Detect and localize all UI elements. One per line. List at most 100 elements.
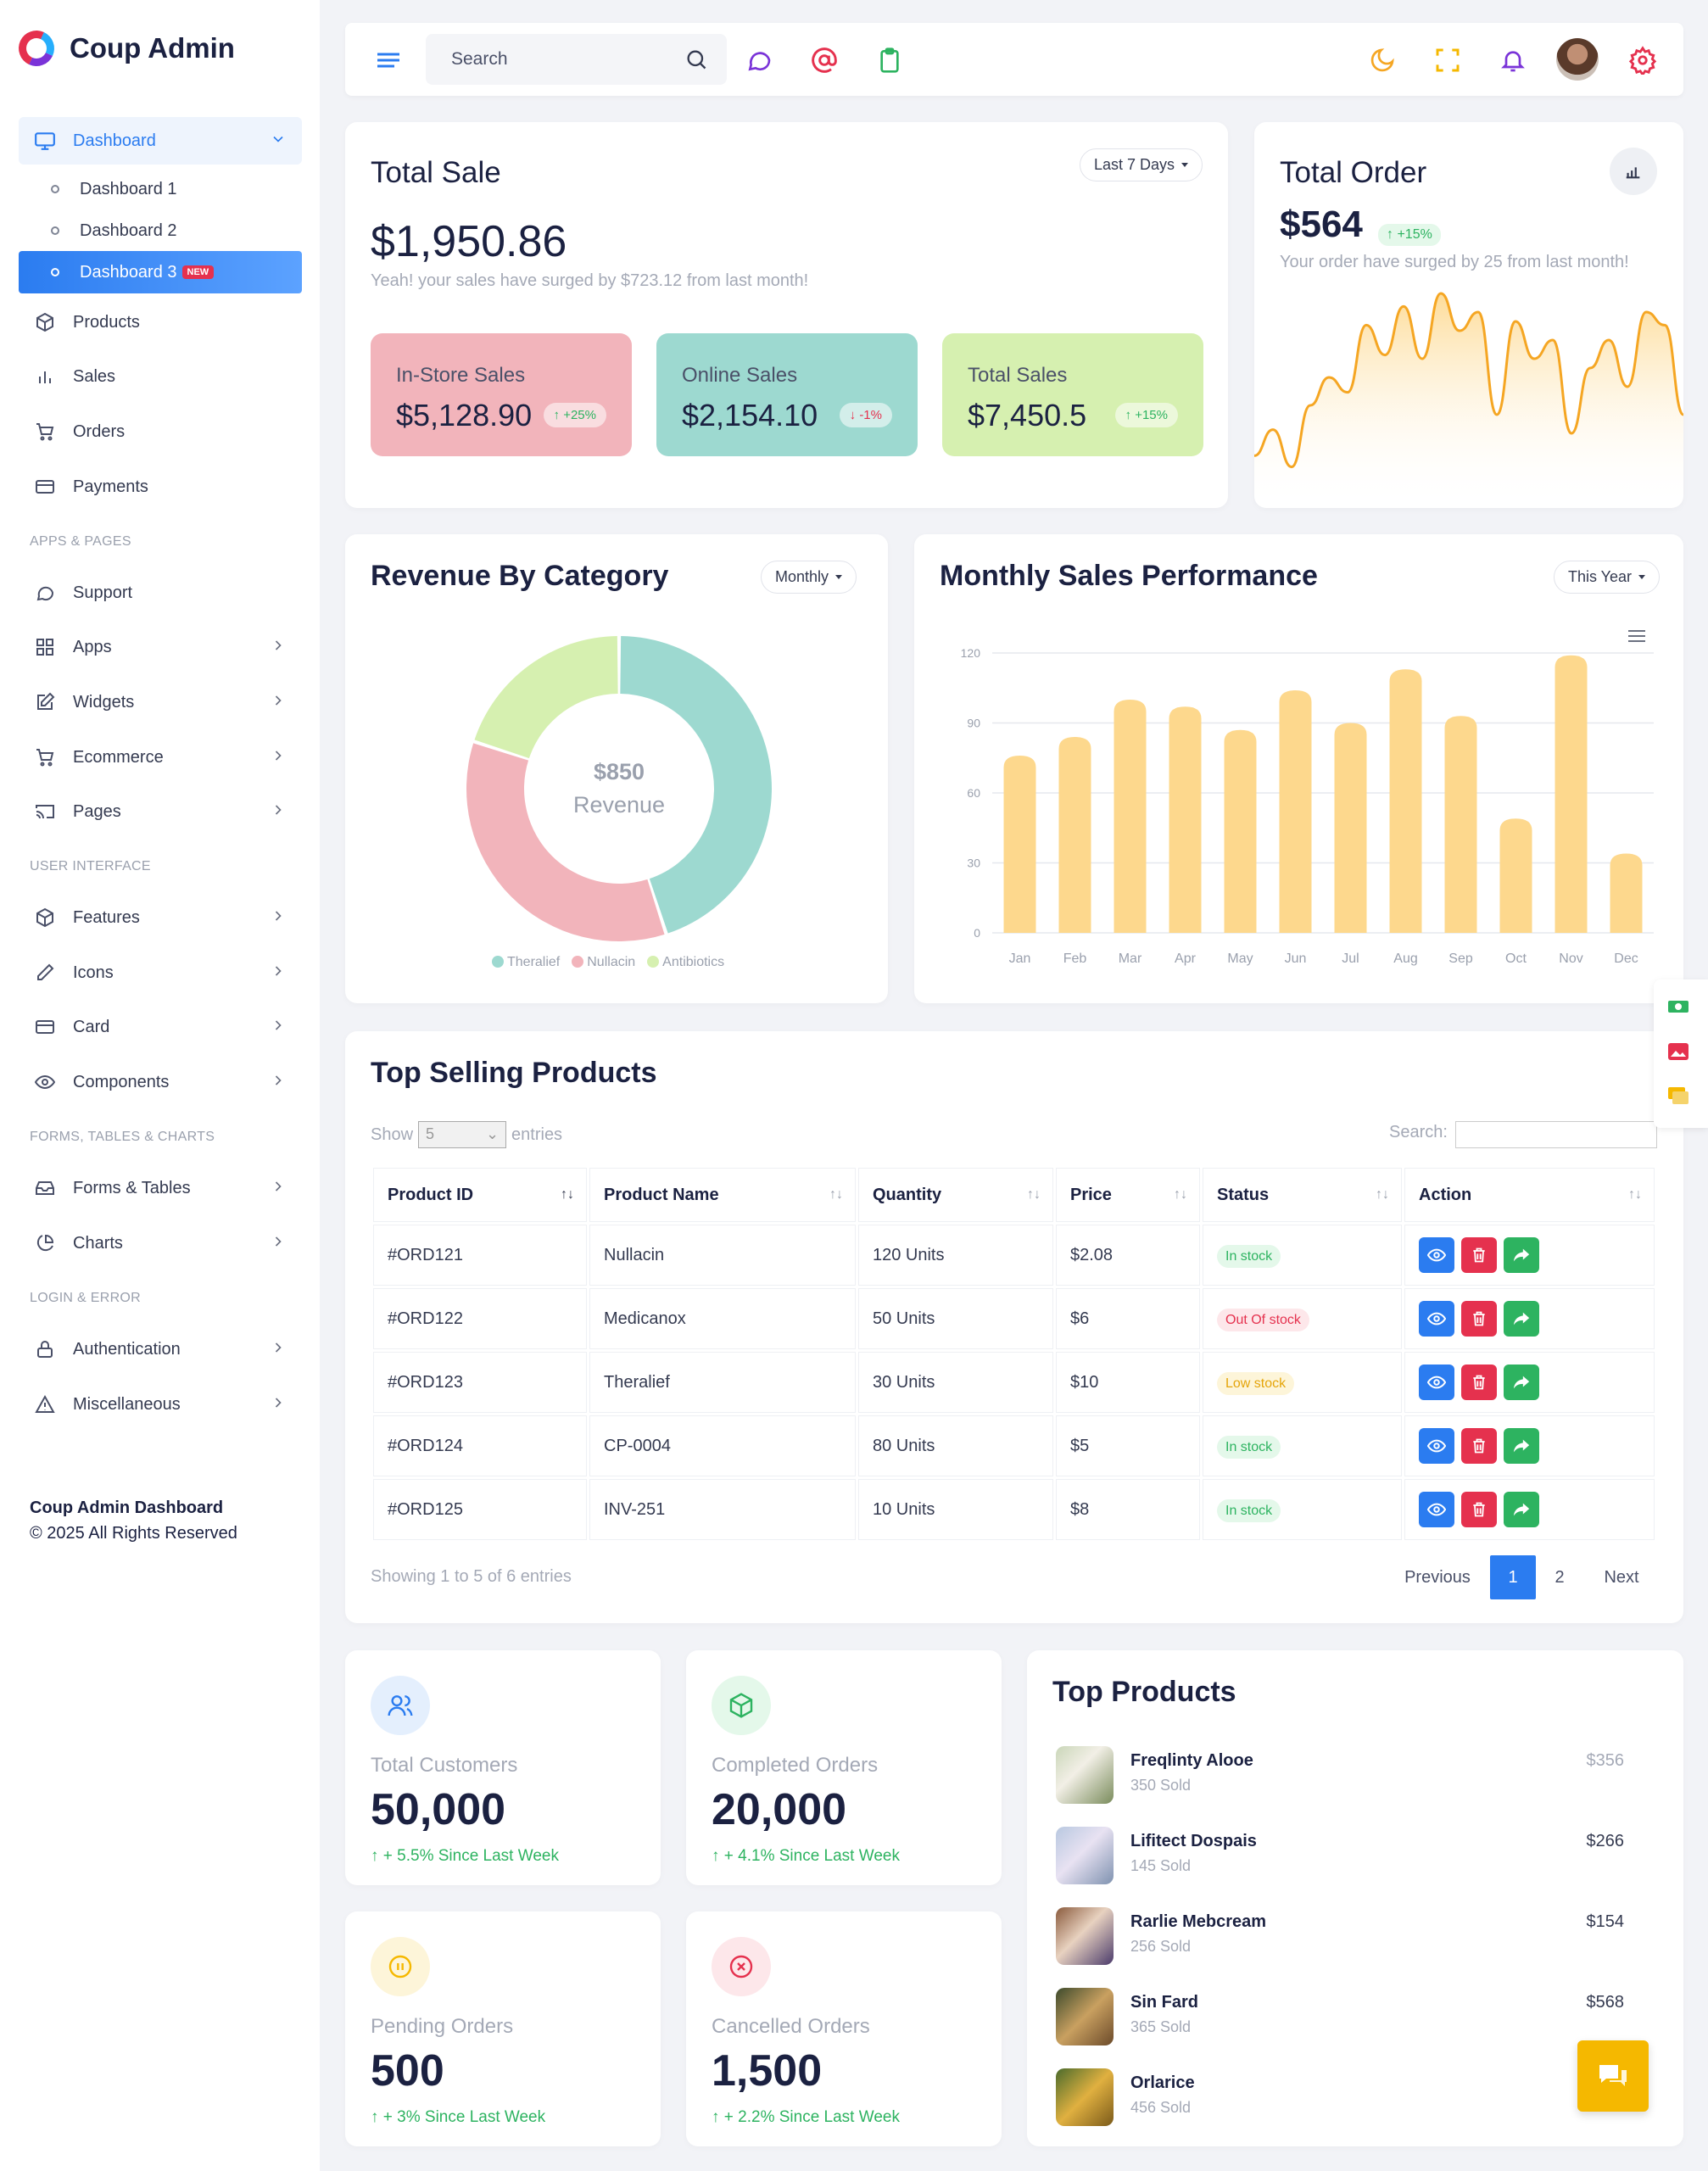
delete-button[interactable]: [1461, 1237, 1497, 1273]
sidebar-item-card[interactable]: Card: [19, 1003, 302, 1051]
search-icon[interactable]: [684, 47, 708, 75]
sidebar-item-forms-tables[interactable]: Forms & Tables: [19, 1164, 302, 1212]
sidebar-item-ecommerce[interactable]: Ecommerce: [19, 734, 302, 781]
messages-button[interactable]: [744, 45, 774, 75]
cell-quantity: 120 Units: [858, 1225, 1053, 1286]
product-list-item[interactable]: Orlarice 456 Sold: [1056, 2068, 1649, 2128]
col-product-id[interactable]: Product ID ↑↓: [373, 1168, 587, 1222]
delete-button[interactable]: [1461, 1492, 1497, 1527]
view-button[interactable]: [1419, 1365, 1454, 1400]
table-row: #ORD124 CP-0004 80 Units $5 In stock: [373, 1415, 1655, 1476]
total-sale-range-select[interactable]: Last 7 Days: [1080, 148, 1203, 181]
chart-menu-button[interactable]: [1627, 626, 1647, 650]
col-quantity[interactable]: Quantity ↑↓: [858, 1168, 1053, 1222]
share-button[interactable]: [1504, 1301, 1539, 1337]
entries-label: entries: [511, 1125, 563, 1144]
view-button[interactable]: [1419, 1301, 1454, 1337]
sidebar-item-charts[interactable]: Charts: [19, 1219, 302, 1267]
col-product-name[interactable]: Product Name ↑↓: [589, 1168, 856, 1222]
show-label: Show: [371, 1125, 414, 1144]
cell-product-name: Medicanox: [589, 1288, 856, 1349]
sidebar-item-sales[interactable]: Sales: [19, 353, 302, 400]
product-list-item[interactable]: Freqlinty Alooe 350 Sold $356: [1056, 1746, 1649, 1805]
legend-item[interactable]: Theralief: [492, 955, 560, 970]
money-icon[interactable]: [1667, 998, 1689, 1019]
col-price[interactable]: Price ↑↓: [1056, 1168, 1200, 1222]
cell-product-id: #ORD123: [373, 1352, 587, 1413]
legend-item[interactable]: Nullacin: [572, 955, 635, 970]
image-icon[interactable]: [1667, 1042, 1689, 1065]
chevron-right-icon: [270, 907, 290, 928]
col-status[interactable]: Status ↑↓: [1203, 1168, 1402, 1222]
sidebar-item-pages[interactable]: Pages: [19, 788, 302, 835]
share-button[interactable]: [1504, 1237, 1539, 1273]
pagination-page-1[interactable]: 1: [1490, 1555, 1536, 1599]
stat-value: 50,000: [371, 1785, 506, 1834]
sidebar-item-authentication[interactable]: Authentication: [19, 1325, 302, 1373]
share-button[interactable]: [1504, 1428, 1539, 1464]
x-tick-label: May: [1227, 952, 1253, 966]
table-search-input[interactable]: [1455, 1121, 1657, 1148]
view-button[interactable]: [1419, 1428, 1454, 1464]
col-action[interactable]: Action ↑↓: [1404, 1168, 1655, 1222]
sidebar-item-components[interactable]: Components: [19, 1058, 302, 1106]
pagination-previous[interactable]: Previous: [1404, 1567, 1471, 1587]
layers-icon[interactable]: [1667, 1086, 1689, 1109]
view-button[interactable]: [1419, 1492, 1454, 1527]
gear-icon: [1628, 46, 1657, 75]
sidebar-item-dashboard-3[interactable]: Dashboard 3 NEW: [19, 251, 302, 293]
sidebar-item-miscellaneous[interactable]: Miscellaneous: [19, 1381, 302, 1428]
share-button[interactable]: [1504, 1492, 1539, 1527]
cell-price: $10: [1056, 1352, 1200, 1413]
sidebar-item-icons[interactable]: Icons: [19, 949, 302, 996]
monthly-range-select[interactable]: This Year: [1554, 561, 1661, 594]
dark-mode-toggle[interactable]: [1367, 45, 1398, 75]
product-name: Lifitect Dospais: [1130, 1832, 1257, 1850]
sidebar-item-support[interactable]: Support: [19, 569, 302, 617]
logo[interactable]: Coup Admin: [14, 25, 235, 71]
fullscreen-button[interactable]: [1432, 45, 1463, 75]
x-tick-label: Apr: [1175, 952, 1197, 966]
pagination-next[interactable]: Next: [1604, 1567, 1639, 1587]
delete-button[interactable]: [1461, 1365, 1497, 1400]
delete-button[interactable]: [1461, 1428, 1497, 1464]
sidebar-item-features[interactable]: Features: [19, 894, 302, 941]
clipboard-button[interactable]: [874, 45, 905, 75]
notifications-button[interactable]: [1498, 45, 1528, 75]
avatar[interactable]: [1556, 38, 1599, 81]
product-sold: 456 Sold: [1130, 2099, 1192, 2116]
card-label: Total Sales: [968, 364, 1068, 387]
sidebar-item-widgets[interactable]: Widgets: [19, 678, 302, 726]
product-list-item[interactable]: Rarlie Mebcream 256 Sold $154: [1056, 1907, 1649, 1967]
sidebar-item-label: Payments: [73, 477, 148, 496]
settings-button[interactable]: [1627, 45, 1658, 75]
pagination-page-2[interactable]: 2: [1555, 1567, 1565, 1587]
x-circle-icon: [712, 1937, 771, 1996]
share-button[interactable]: [1504, 1365, 1539, 1400]
view-button[interactable]: [1419, 1237, 1454, 1273]
legend-item[interactable]: Antibiotics: [647, 955, 724, 970]
mentions-button[interactable]: [809, 45, 840, 75]
dot-icon: [51, 185, 59, 193]
menu-toggle-button[interactable]: [373, 45, 404, 75]
order-chart-button[interactable]: [1610, 148, 1657, 195]
sidebar-item-dashboard[interactable]: Dashboard: [19, 117, 302, 165]
product-list-item[interactable]: Lifitect Dospais 145 Sold $266: [1056, 1827, 1649, 1886]
search-input[interactable]: [451, 49, 663, 70]
sidebar-item-payments[interactable]: Payments: [19, 463, 302, 511]
sidebar-item-orders[interactable]: Orders: [19, 408, 302, 455]
cube-icon: [32, 310, 58, 335]
delete-button[interactable]: [1461, 1301, 1497, 1337]
x-tick-label: Oct: [1505, 952, 1527, 966]
status-badge: In stock: [1217, 1244, 1281, 1268]
total-sale-note: Yeah! your sales have surged by $723.12 …: [371, 271, 809, 290]
sidebar-item-dashboard-2[interactable]: Dashboard 2: [19, 209, 302, 252]
chat-fab-button[interactable]: [1577, 2040, 1649, 2112]
sidebar-item-products[interactable]: Products: [19, 299, 302, 346]
product-list-item[interactable]: Sin Fard 365 Sold $568: [1056, 1988, 1649, 2047]
entries-select[interactable]: 5 ⌄: [418, 1121, 507, 1148]
sidebar-item-apps[interactable]: Apps: [19, 623, 302, 671]
cell-product-id: #ORD124: [373, 1415, 587, 1476]
sidebar-item-dashboard-1[interactable]: Dashboard 1: [19, 168, 302, 210]
revenue-range-select[interactable]: Monthly: [761, 561, 857, 594]
